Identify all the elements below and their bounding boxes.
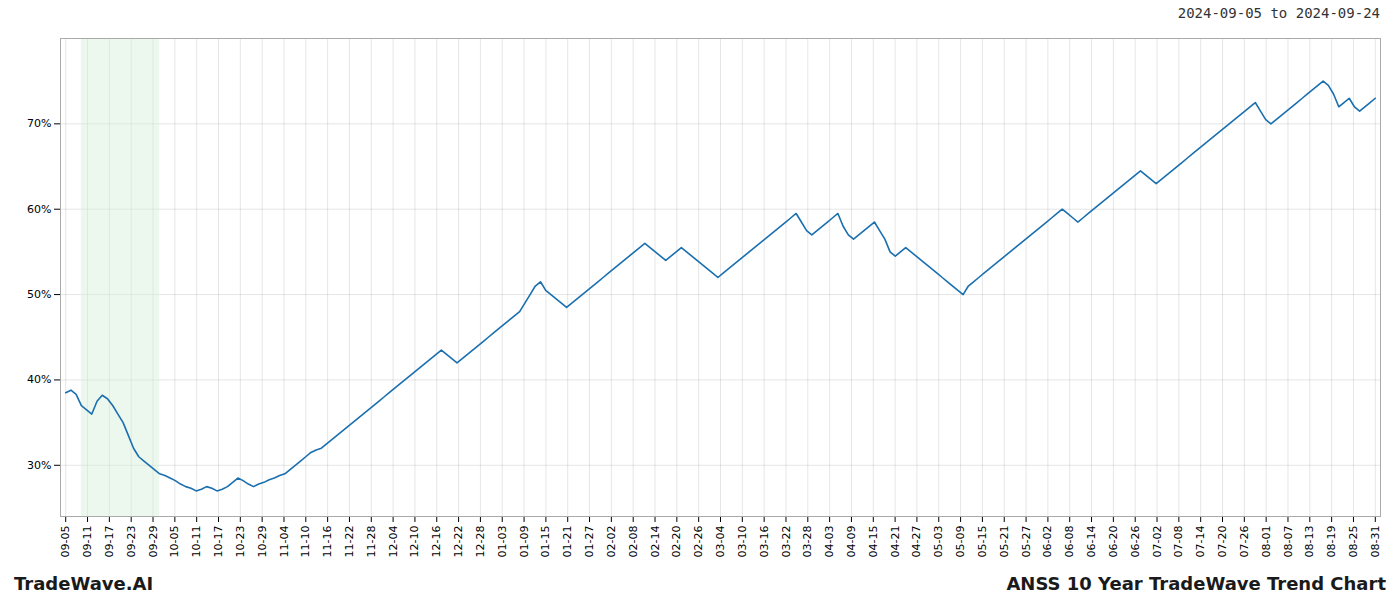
- html-text:2024-09-05 to 2024-09-24: 2024-09-05 to 2024-09-24: [1177, 5, 1380, 21]
- svg-text:10-17: 10-17: [212, 526, 225, 558]
- svg-text:12-10: 12-10: [408, 526, 421, 558]
- svg-text:11-04: 11-04: [277, 526, 290, 558]
- svg-text:11-22: 11-22: [343, 526, 356, 558]
- svg-text:01-21: 01-21: [561, 526, 574, 558]
- svg-text:09-05: 09-05: [59, 526, 72, 558]
- svg-text:04-21: 04-21: [889, 526, 902, 558]
- svg-text:05-15: 05-15: [976, 526, 989, 558]
- svg-text:50%: 50%: [27, 288, 51, 301]
- svg-text:03-04: 03-04: [714, 526, 727, 558]
- svg-text:07-14: 07-14: [1194, 526, 1207, 558]
- svg-text:02-20: 02-20: [670, 526, 683, 558]
- svg-text:06-08: 06-08: [1063, 526, 1076, 558]
- svg-text:08-25: 08-25: [1347, 526, 1360, 558]
- svg-text:04-03: 04-03: [823, 526, 836, 558]
- svg-text:08-19: 08-19: [1325, 526, 1338, 558]
- svg-text:04-09: 04-09: [845, 526, 858, 558]
- svg-text:05-27: 05-27: [1020, 526, 1033, 558]
- svg-text:03-16: 03-16: [758, 526, 771, 558]
- html-text:TradeWave.AI: TradeWave.AI: [14, 572, 154, 594]
- svg-text:01-03: 01-03: [496, 526, 509, 558]
- svg-text:02-08: 02-08: [627, 526, 640, 558]
- svg-text:01-09: 01-09: [518, 526, 531, 558]
- svg-text:09-17: 09-17: [103, 526, 116, 558]
- svg-text:03-22: 03-22: [779, 526, 792, 558]
- svg-text:70%: 70%: [27, 117, 51, 130]
- svg-text:12-22: 12-22: [452, 526, 465, 558]
- svg-text:12-16: 12-16: [430, 526, 443, 558]
- svg-text:11-10: 11-10: [299, 526, 312, 558]
- svg-text:08-07: 08-07: [1281, 526, 1294, 558]
- svg-text:07-02: 07-02: [1151, 526, 1164, 558]
- svg-text:11-28: 11-28: [365, 526, 378, 558]
- svg-text:11-16: 11-16: [321, 526, 334, 558]
- svg-text:02-14: 02-14: [649, 526, 662, 558]
- svg-text:04-15: 04-15: [867, 526, 880, 558]
- svg-text:03-10: 03-10: [736, 526, 749, 558]
- html-text:ANSS 10 Year TradeWave Trend C: ANSS 10 Year TradeWave Trend Chart: [1006, 572, 1386, 594]
- svg-text:06-26: 06-26: [1129, 526, 1142, 558]
- svg-text:06-14: 06-14: [1085, 526, 1098, 558]
- svg-text:10-29: 10-29: [256, 526, 269, 558]
- svg-text:01-15: 01-15: [539, 526, 552, 558]
- svg-text:01-27: 01-27: [583, 526, 596, 558]
- svg-text:06-02: 06-02: [1041, 526, 1054, 558]
- svg-text:10-23: 10-23: [234, 526, 247, 558]
- svg-text:09-29: 09-29: [147, 526, 160, 558]
- svg-text:12-04: 12-04: [387, 526, 400, 558]
- svg-text:60%: 60%: [27, 203, 51, 216]
- svg-text:04-27: 04-27: [910, 526, 923, 558]
- svg-text:10-05: 10-05: [168, 526, 181, 558]
- svg-text:03-28: 03-28: [801, 526, 814, 558]
- svg-text:05-21: 05-21: [998, 526, 1011, 558]
- svg-text:06-20: 06-20: [1107, 526, 1120, 558]
- svg-text:12-28: 12-28: [474, 526, 487, 558]
- svg-text:09-11: 09-11: [81, 526, 94, 558]
- svg-text:07-26: 07-26: [1238, 526, 1251, 558]
- svg-text:07-20: 07-20: [1216, 526, 1229, 558]
- svg-text:07-08: 07-08: [1172, 526, 1185, 558]
- svg-text:10-11: 10-11: [190, 526, 203, 558]
- svg-text:05-03: 05-03: [932, 526, 945, 558]
- svg-text:09-23: 09-23: [125, 526, 138, 558]
- svg-text:05-09: 05-09: [954, 526, 967, 558]
- svg-text:08-31: 08-31: [1369, 526, 1382, 558]
- svg-text:40%: 40%: [27, 373, 51, 386]
- svg-text:02-26: 02-26: [692, 526, 705, 558]
- svg-text:08-01: 08-01: [1260, 526, 1273, 558]
- svg-text:02-02: 02-02: [605, 526, 618, 558]
- svg-text:08-13: 08-13: [1303, 526, 1316, 558]
- svg-text:30%: 30%: [27, 459, 51, 472]
